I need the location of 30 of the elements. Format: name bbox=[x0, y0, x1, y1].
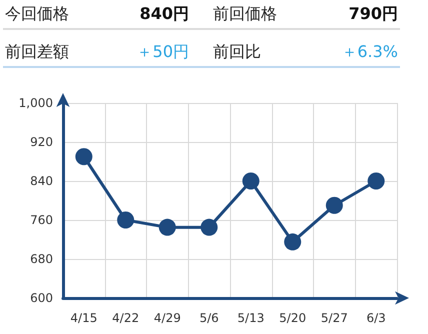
point bbox=[200, 218, 218, 236]
x-tick-label: 5/13 bbox=[237, 311, 264, 325]
text: 前回価格 bbox=[213, 4, 277, 25]
x-tick-label: 5/6 bbox=[199, 311, 219, 325]
y-tick-label: 840 bbox=[30, 174, 53, 188]
text: ＋50円 bbox=[136, 42, 189, 63]
text: 前回比 bbox=[213, 42, 261, 63]
point bbox=[75, 148, 92, 166]
point bbox=[242, 172, 260, 190]
point bbox=[326, 196, 343, 214]
x-tick-label: 4/29 bbox=[154, 311, 181, 325]
x-tick-label: 5/27 bbox=[320, 311, 348, 325]
x-tick-label: 6/3 bbox=[366, 311, 386, 325]
y-tick-label: 600 bbox=[30, 291, 53, 305]
y-tick-label: 920 bbox=[30, 135, 53, 149]
y-tick-label: 680 bbox=[30, 252, 53, 266]
point bbox=[368, 172, 385, 190]
text: 今回価格 bbox=[5, 4, 69, 25]
x-tick-label: 4/15 bbox=[70, 311, 98, 325]
y-tick-label: 1,000 bbox=[18, 96, 53, 110]
point bbox=[284, 233, 302, 250]
text: 840円 bbox=[140, 4, 189, 25]
point bbox=[117, 212, 134, 228]
text: 790円 bbox=[348, 4, 398, 25]
x-tick-label: 4/22 bbox=[112, 311, 140, 325]
text: ＋6.3% bbox=[341, 42, 398, 63]
point bbox=[158, 218, 176, 236]
y-tick-label: 760 bbox=[30, 213, 53, 227]
text: 前回差額 bbox=[5, 42, 69, 63]
x-tick-label: 5/20 bbox=[279, 311, 306, 325]
